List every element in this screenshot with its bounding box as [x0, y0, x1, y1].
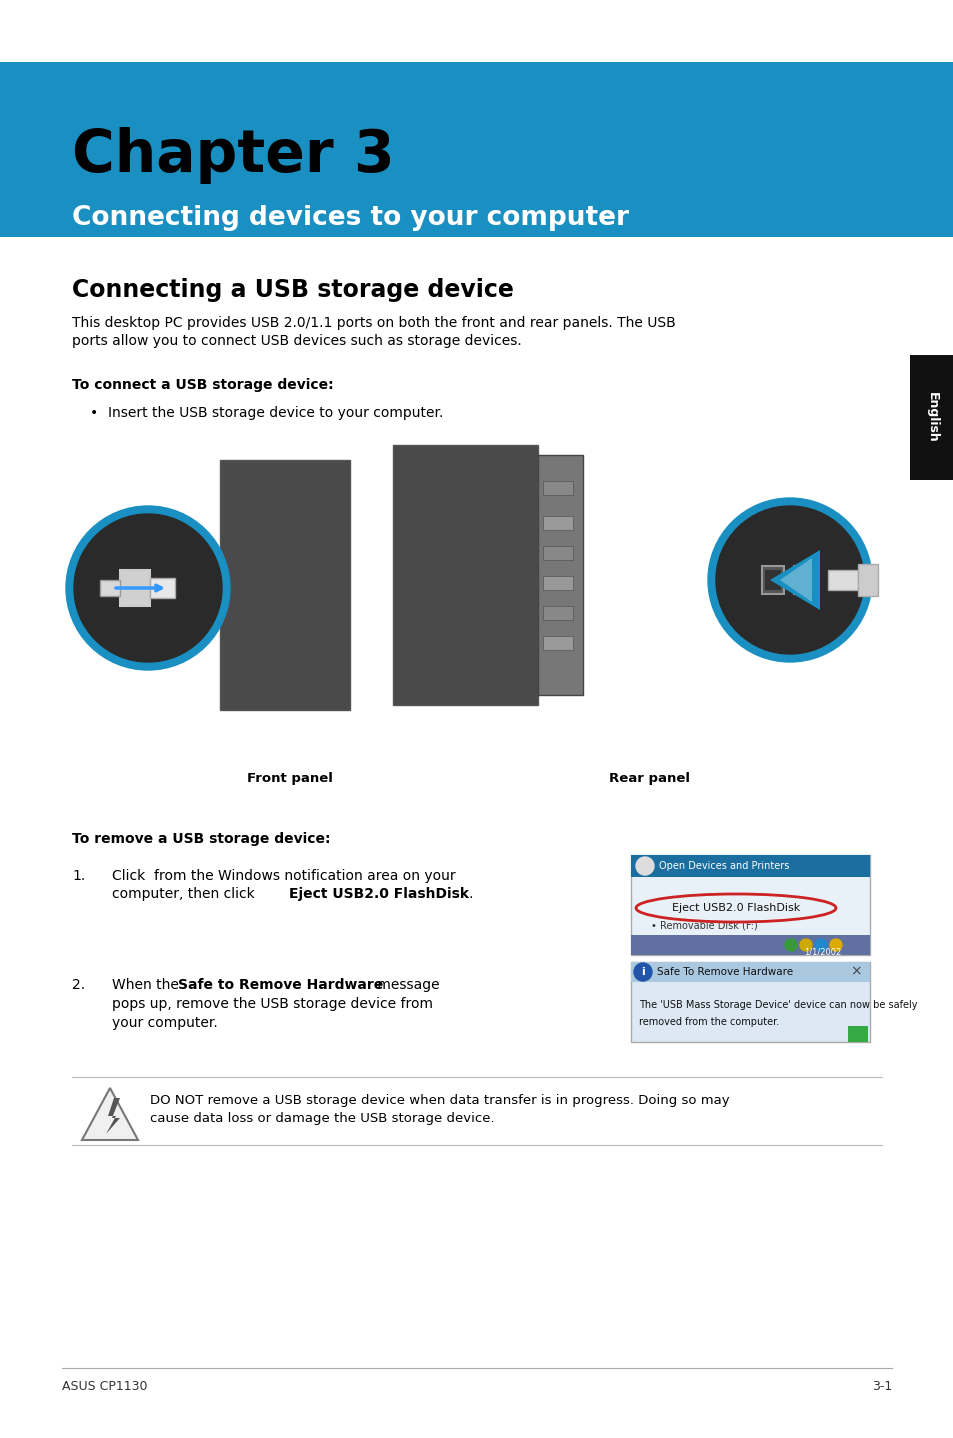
- Text: pops up, remove the USB storage device from: pops up, remove the USB storage device f…: [112, 997, 433, 1011]
- Circle shape: [636, 857, 654, 874]
- Text: .: .: [469, 887, 473, 902]
- Text: computer, then click: computer, then click: [112, 887, 259, 902]
- Circle shape: [800, 939, 811, 951]
- Text: Eject USB2.0 FlashDisk: Eject USB2.0 FlashDisk: [671, 903, 800, 913]
- Text: your computer.: your computer.: [112, 1017, 217, 1030]
- Text: Connecting devices to your computer: Connecting devices to your computer: [71, 206, 628, 232]
- Bar: [393, 444, 537, 705]
- Circle shape: [784, 939, 796, 951]
- Bar: [0, 62, 953, 237]
- Circle shape: [716, 506, 863, 654]
- Bar: [150, 578, 174, 598]
- Bar: [909, 355, 953, 480]
- Bar: [542, 636, 573, 650]
- Text: removed from the computer.: removed from the computer.: [639, 1017, 779, 1027]
- Polygon shape: [780, 558, 811, 603]
- Circle shape: [66, 506, 230, 670]
- Bar: [847, 1025, 867, 1043]
- Bar: [630, 856, 869, 877]
- Text: Rear panel: Rear panel: [609, 772, 690, 785]
- Bar: [796, 569, 812, 590]
- Text: i: i: [640, 966, 644, 976]
- Text: 1/1/2002: 1/1/2002: [803, 948, 841, 956]
- Bar: [542, 516, 573, 531]
- Text: When the: When the: [112, 978, 183, 992]
- Text: Front panel: Front panel: [247, 772, 333, 785]
- Text: To remove a USB storage device:: To remove a USB storage device:: [71, 833, 330, 846]
- Bar: [100, 580, 120, 595]
- Text: Insert the USB storage device to your computer.: Insert the USB storage device to your co…: [108, 406, 443, 420]
- Text: Open Devices and Printers: Open Devices and Printers: [659, 861, 788, 871]
- Text: ×: ×: [849, 963, 861, 978]
- Text: The 'USB Mass Storage Device' device can now be safely: The 'USB Mass Storage Device' device can…: [639, 999, 917, 1009]
- Text: English: English: [924, 393, 938, 443]
- Bar: [761, 567, 783, 594]
- Bar: [537, 454, 582, 695]
- Bar: [220, 460, 350, 710]
- Text: To connect a USB storage device:: To connect a USB storage device:: [71, 378, 334, 393]
- Text: 1.: 1.: [71, 869, 85, 883]
- Bar: [542, 577, 573, 590]
- Polygon shape: [82, 1089, 138, 1140]
- Bar: [120, 569, 150, 605]
- Bar: [542, 480, 573, 495]
- Bar: [827, 569, 857, 590]
- Circle shape: [829, 939, 841, 951]
- Text: Connecting a USB storage device: Connecting a USB storage device: [71, 278, 514, 302]
- Text: ASUS CP1130: ASUS CP1130: [62, 1379, 148, 1392]
- Circle shape: [634, 963, 651, 981]
- Text: Safe to Remove Hardware: Safe to Remove Hardware: [178, 978, 383, 992]
- Text: • Removable Disk (F:): • Removable Disk (F:): [650, 920, 757, 930]
- Bar: [630, 935, 869, 955]
- Text: message: message: [373, 978, 439, 992]
- Text: This desktop PC provides USB 2.0/1.1 ports on both the front and rear panels. Th: This desktop PC provides USB 2.0/1.1 por…: [71, 316, 675, 329]
- Bar: [793, 567, 815, 594]
- Bar: [630, 856, 869, 955]
- Text: Safe To Remove Hardware: Safe To Remove Hardware: [657, 966, 792, 976]
- Bar: [764, 569, 781, 590]
- Text: 2.: 2.: [71, 978, 85, 992]
- Text: cause data loss or damage the USB storage device.: cause data loss or damage the USB storag…: [150, 1112, 494, 1125]
- Circle shape: [707, 498, 871, 661]
- Polygon shape: [106, 1099, 120, 1135]
- Circle shape: [814, 939, 826, 951]
- Text: ports allow you to connect USB devices such as storage devices.: ports allow you to connect USB devices s…: [71, 334, 521, 348]
- Text: Chapter 3: Chapter 3: [71, 127, 395, 184]
- Text: Eject USB2.0 FlashDisk: Eject USB2.0 FlashDisk: [289, 887, 469, 902]
- Text: 3-1: 3-1: [871, 1379, 891, 1392]
- Circle shape: [74, 513, 222, 661]
- Bar: [857, 564, 877, 595]
- Bar: [542, 546, 573, 559]
- Bar: [630, 962, 869, 1043]
- Text: Click  from the Windows notification area on your: Click from the Windows notification area…: [112, 869, 456, 883]
- Bar: [542, 605, 573, 620]
- Text: •: •: [90, 406, 98, 420]
- Bar: [630, 962, 869, 982]
- Polygon shape: [769, 549, 820, 610]
- Text: DO NOT remove a USB storage device when data transfer is in progress. Doing so m: DO NOT remove a USB storage device when …: [150, 1094, 729, 1107]
